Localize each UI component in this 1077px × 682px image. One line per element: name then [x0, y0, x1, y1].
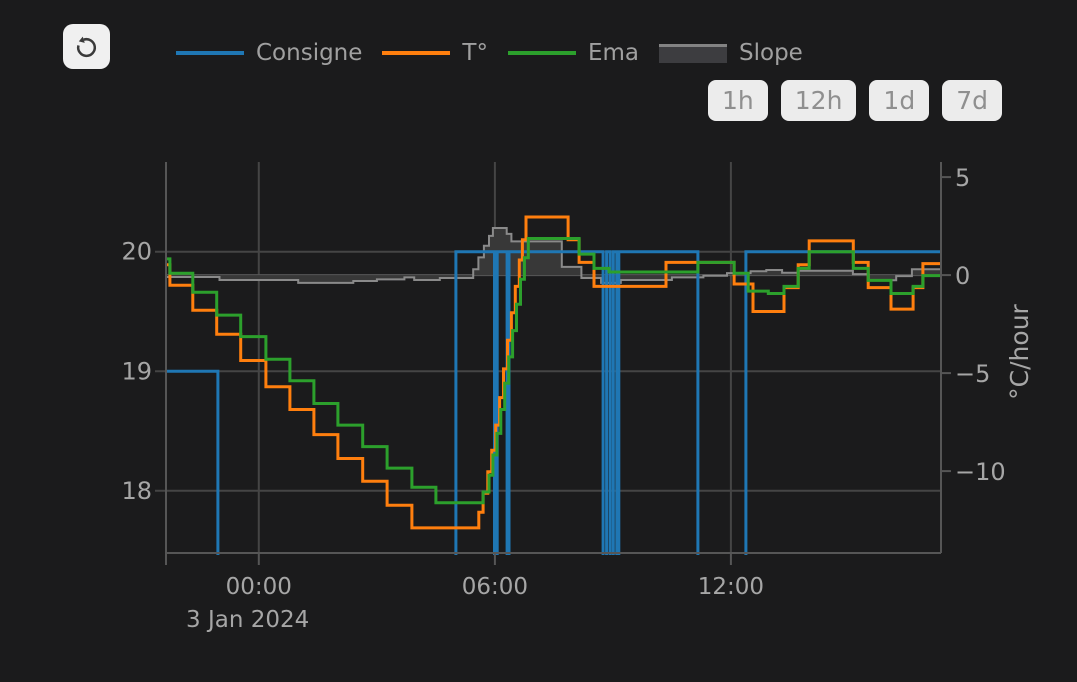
- ema-line: [166, 237, 941, 505]
- range-button-7d[interactable]: 7d: [942, 80, 1002, 121]
- temperature-line: [166, 215, 941, 530]
- legend-item-consigne[interactable]: Consigne: [176, 40, 362, 66]
- refresh-button[interactable]: [63, 24, 110, 69]
- y-left-tick-label: 18: [121, 477, 152, 505]
- legend: Consigne T° Ema Slope: [176, 40, 803, 66]
- y-right-tick-label: −10: [955, 458, 1006, 486]
- range-button-1h[interactable]: 1h: [708, 80, 768, 121]
- slope-area: [166, 228, 941, 283]
- consigne-line: [166, 250, 941, 555]
- y-left-tick-label: 19: [121, 357, 152, 385]
- range-selector: 1h 12h 1d 7d: [708, 80, 1002, 121]
- series-group: [166, 215, 941, 555]
- legend-item-slope[interactable]: Slope: [659, 40, 803, 66]
- legend-label-temperature: T°: [462, 40, 488, 66]
- y-right-tick-label: −5: [955, 360, 990, 388]
- x-tick-label: 00:00: [226, 574, 292, 600]
- legend-swatch-ema: [507, 51, 576, 55]
- legend-label-slope: Slope: [739, 40, 803, 66]
- refresh-icon: [73, 33, 100, 60]
- range-button-1d[interactable]: 1d: [869, 80, 930, 121]
- plot-area[interactable]: [166, 162, 941, 553]
- legend-swatch-slope: [659, 43, 728, 63]
- y-left-tick-label: 20: [121, 238, 152, 266]
- legend-item-temperature[interactable]: T°: [382, 40, 488, 66]
- legend-swatch-consigne: [176, 51, 244, 55]
- legend-swatch-temperature: [382, 51, 451, 55]
- y-right-tick-label: 5: [955, 164, 970, 192]
- y-right-axis-title: °C/hour: [1005, 303, 1034, 399]
- range-button-12h[interactable]: 12h: [780, 80, 857, 121]
- legend-label-consigne: Consigne: [256, 40, 363, 66]
- x-axis-date-label: 3 Jan 2024: [186, 607, 309, 633]
- x-tick-label: 06:00: [462, 574, 528, 600]
- legend-label-ema: Ema: [587, 40, 640, 66]
- y-right-tick-label: 0: [955, 262, 970, 290]
- x-tick-label: 12:00: [698, 574, 764, 600]
- legend-item-ema[interactable]: Ema: [507, 40, 640, 66]
